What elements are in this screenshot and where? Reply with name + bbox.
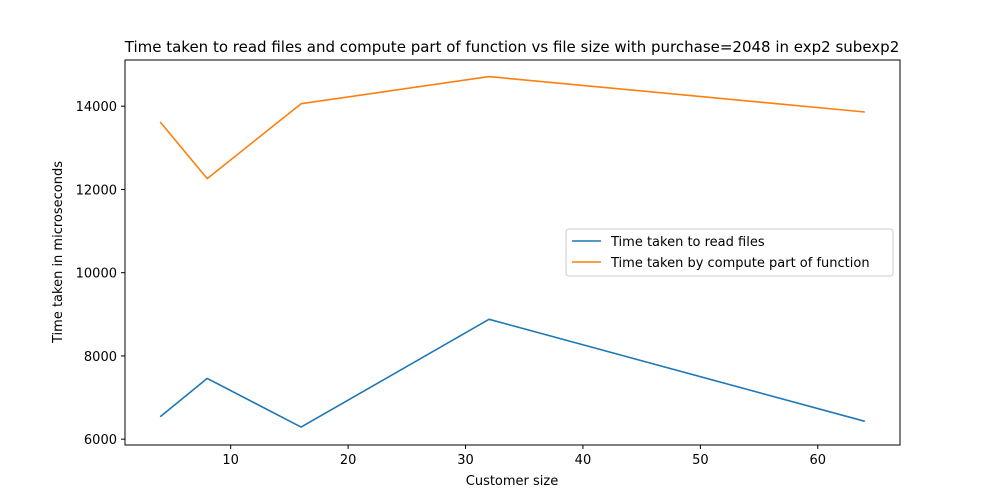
legend-label: Time taken to read files [610,235,765,250]
chart-title: Time taken to read files and compute par… [124,38,900,56]
y-tick-label: 12000 [76,183,117,198]
y-tick-label: 8000 [84,350,117,365]
legend-box [565,228,894,277]
series-line-1 [159,318,866,428]
y-axis-ticks: 6000 8000 10000 12000 14000 [76,100,125,448]
y-tick-label: 10000 [76,267,117,282]
x-tick-label: 40 [575,453,592,468]
legend-label: Time taken by compute part of function [610,256,870,271]
x-tick-label: 20 [340,453,357,468]
series-line-2 [159,75,865,180]
x-tick-label: 60 [810,453,827,468]
x-tick-label: 30 [457,453,474,468]
x-axis-ticks: 10 20 30 40 50 60 [222,445,826,468]
y-tick-label: 6000 [84,433,117,448]
x-tick-label: 50 [692,453,709,468]
axes-frame [124,59,901,446]
y-tick-label: 14000 [76,100,117,115]
x-axis-label: Customer size [466,474,559,489]
plot-area [159,75,866,428]
x-tick-label: 10 [222,453,239,468]
legend: Time taken to read files Time taken by co… [565,228,894,277]
y-axis-label: Time taken in microseconds [51,161,66,344]
